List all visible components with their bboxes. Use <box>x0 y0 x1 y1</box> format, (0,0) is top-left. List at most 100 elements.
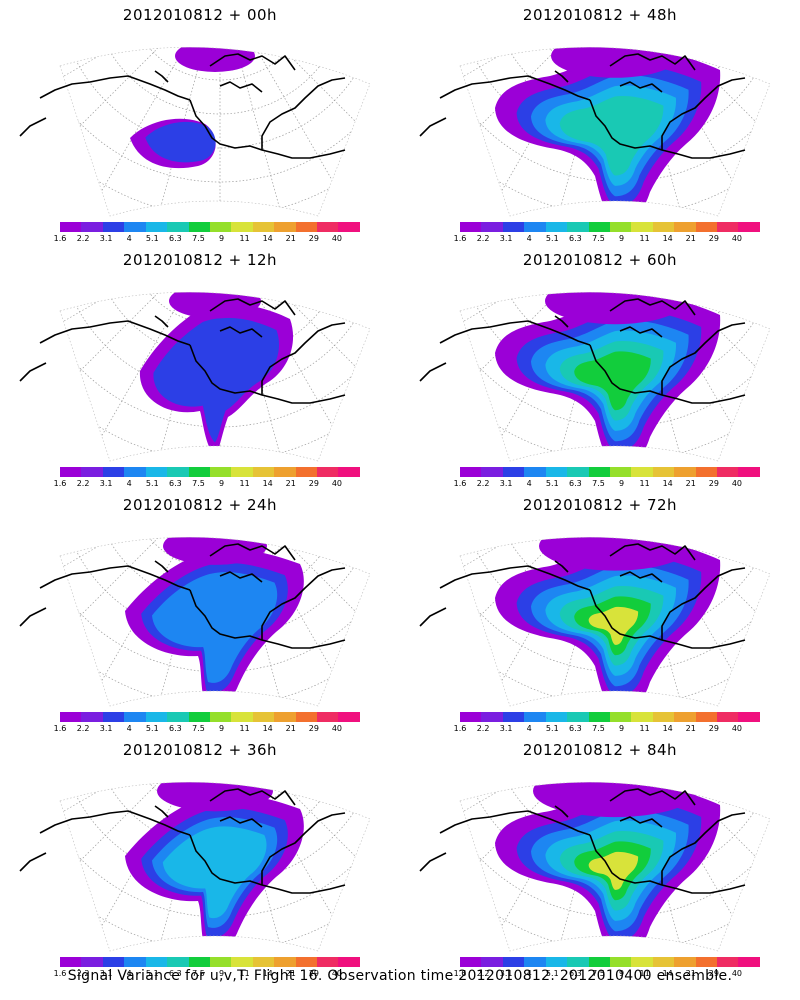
contour-band <box>545 292 685 325</box>
colorbar-cell <box>717 467 739 477</box>
colorbar-tick-label: 40 <box>731 969 743 978</box>
colorbar <box>460 957 760 967</box>
graticule <box>60 47 370 216</box>
colorbar-cell <box>102 957 125 967</box>
colorbar-cell <box>295 222 318 232</box>
colorbar-cell <box>81 957 103 967</box>
colorbar-tick-label: 6.3 <box>169 969 182 978</box>
contour-band <box>169 292 261 319</box>
colorbar-tick-label: 5.1 <box>145 234 159 243</box>
forecast-map <box>419 537 771 707</box>
map-boundary <box>459 782 771 952</box>
colorbar-tick-label: 3.1 <box>499 969 513 978</box>
colorbar-tick-label: 9 <box>218 234 225 243</box>
colorbar-cell <box>124 957 146 967</box>
colorbar-cell <box>631 957 653 967</box>
colorbar-tick-label: 14 <box>262 969 273 978</box>
colorbar-cell <box>209 957 232 967</box>
colorbar-cell <box>124 467 146 477</box>
colorbar <box>60 467 360 477</box>
panel-title: 2012010812 + 72h <box>522 496 678 514</box>
colorbar-cell <box>167 957 189 967</box>
coastlines <box>19 298 346 404</box>
colorbar-cell <box>188 467 210 477</box>
panel-title: 2012010812 + 48h <box>522 6 678 24</box>
colorbar-tick-labels: 1.6 2.2 3.1 4 5.1 6.3 7.5 9 11 14 21 29 40 <box>54 969 360 979</box>
colorbar-cell <box>145 957 168 967</box>
map-boundary <box>59 782 371 952</box>
colorbar-tick-label: 7.5 <box>592 234 605 243</box>
forecast-map <box>419 782 771 952</box>
colorbar-cell <box>295 467 318 477</box>
colorbar-cell <box>145 467 168 477</box>
colorbar-cell <box>295 712 318 722</box>
colorbar-cell <box>252 467 275 477</box>
colorbar-cell <box>338 467 360 477</box>
colorbar-cell <box>317 467 339 477</box>
variance-field <box>495 47 721 216</box>
colorbar-tick-label: 6.3 <box>169 724 182 733</box>
map-panel-60h: 2012010812 + 60h 1.6 2.2 3.1 4 5.1 6.3 7.5 9 11 1… <box>400 245 800 490</box>
colorbar-tick-label: 14 <box>662 234 673 243</box>
colorbar-tick-label: 4 <box>126 234 132 243</box>
colorbar-cell <box>145 712 168 722</box>
map-panel-48h: 2012010812 + 48h 1.6 2.2 3.1 4 5.1 6.3 7.5 9 11 1… <box>400 0 800 245</box>
colorbar <box>460 222 760 232</box>
colorbar-cell <box>481 222 503 232</box>
colorbar-cell <box>460 467 482 477</box>
colorbar-tick-label: 29 <box>708 234 719 243</box>
colorbar-cell <box>167 712 189 722</box>
colorbar-tick-label: 14 <box>262 479 273 488</box>
map-panel-36h: 2012010812 + 36h 1.6 2.2 3.1 4 5.1 6.3 7.5 9 11 1… <box>0 735 400 980</box>
colorbar-tick-label: 6.3 <box>169 234 182 243</box>
colorbar-cell <box>81 222 103 232</box>
map-boundary <box>459 292 771 462</box>
colorbar-cell <box>652 712 675 722</box>
colorbar-cell <box>209 467 232 477</box>
contour-band <box>539 537 691 571</box>
colorbar-cell <box>588 222 610 232</box>
colorbar-tick-label: 9 <box>618 724 625 733</box>
contour-band <box>163 537 267 565</box>
map-boundary <box>59 292 371 462</box>
colorbar-cell <box>609 222 632 232</box>
colorbar-cell <box>631 712 653 722</box>
colorbar-tick-label: 14 <box>662 724 673 733</box>
map-panel-00h: 2012010812 + 00h 1.6 2.2 3.1 4 5.1 6.3 7.5 9 11 1… <box>0 0 400 245</box>
colorbar-tick-label: 4 <box>126 969 132 978</box>
colorbar-cell <box>145 222 168 232</box>
coastlines <box>19 788 346 894</box>
colorbar-cell <box>674 222 696 232</box>
colorbar-cell <box>188 222 210 232</box>
colorbar-tick-label: 40 <box>331 479 343 488</box>
colorbar-cell <box>631 222 653 232</box>
colorbar-cell <box>717 712 739 722</box>
colorbar-cell <box>231 467 253 477</box>
colorbar-cell <box>717 222 739 232</box>
colorbar-cell <box>652 222 675 232</box>
coastlines <box>419 788 746 894</box>
colorbar-tick-label: 1.6 <box>53 724 67 733</box>
colorbar-tick-label: 21 <box>285 724 296 733</box>
colorbar-cell <box>524 957 546 967</box>
colorbar-cell <box>274 712 296 722</box>
colorbar-tick-label: 2.2 <box>476 724 490 733</box>
colorbar-tick-label: 5.1 <box>545 969 559 978</box>
colorbar-cell <box>738 712 760 722</box>
colorbar <box>60 712 360 722</box>
colorbar-cell <box>502 957 525 967</box>
colorbar-cell <box>252 712 275 722</box>
colorbar-cell <box>738 957 760 967</box>
colorbar-tick-label: 1.6 <box>453 724 467 733</box>
colorbar-tick-label: 9 <box>618 969 625 978</box>
coastlines <box>19 543 346 649</box>
colorbar-cell <box>60 467 82 477</box>
variance-field <box>125 537 304 706</box>
colorbar-tick-label: 4 <box>126 479 132 488</box>
colorbar-cell <box>502 222 525 232</box>
colorbar-tick-label: 7.5 <box>592 724 605 733</box>
colorbar-tick-label: 21 <box>685 724 696 733</box>
colorbar-tick-label: 6.3 <box>169 479 182 488</box>
colorbar-tick-label: 11 <box>639 234 650 243</box>
colorbar-cell <box>545 712 568 722</box>
